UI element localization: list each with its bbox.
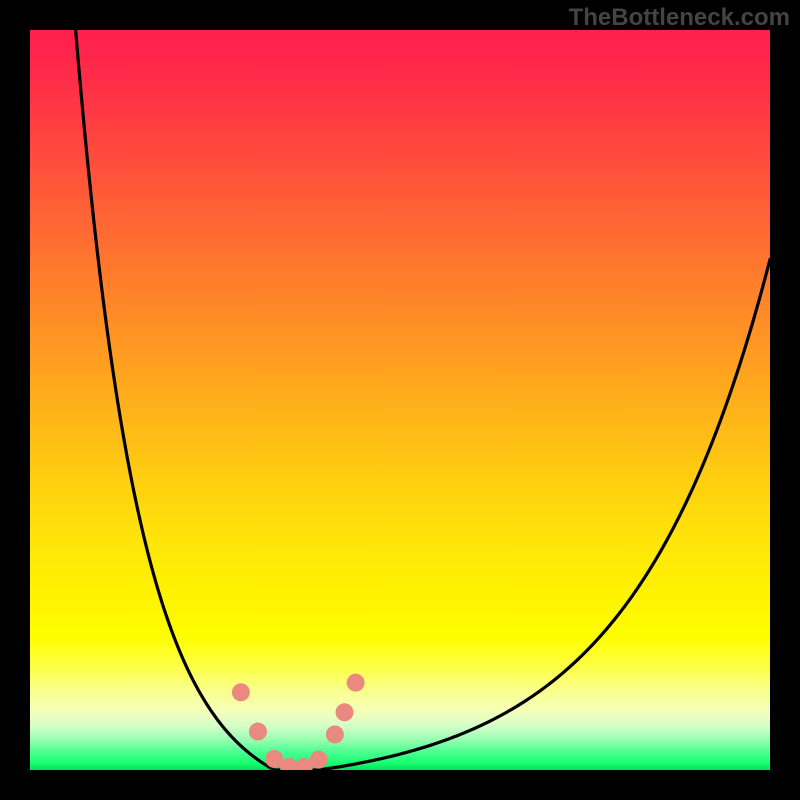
- chart-container: TheBottleneck.com: [0, 0, 800, 800]
- watermark-text: TheBottleneck.com: [569, 4, 790, 32]
- data-marker: [249, 723, 267, 741]
- bottleneck-curve-chart: [0, 0, 800, 800]
- data-marker: [310, 751, 328, 769]
- data-marker: [326, 725, 344, 743]
- data-marker: [336, 703, 354, 721]
- data-marker: [347, 674, 365, 692]
- gradient-background: [30, 30, 770, 770]
- data-marker: [232, 683, 250, 701]
